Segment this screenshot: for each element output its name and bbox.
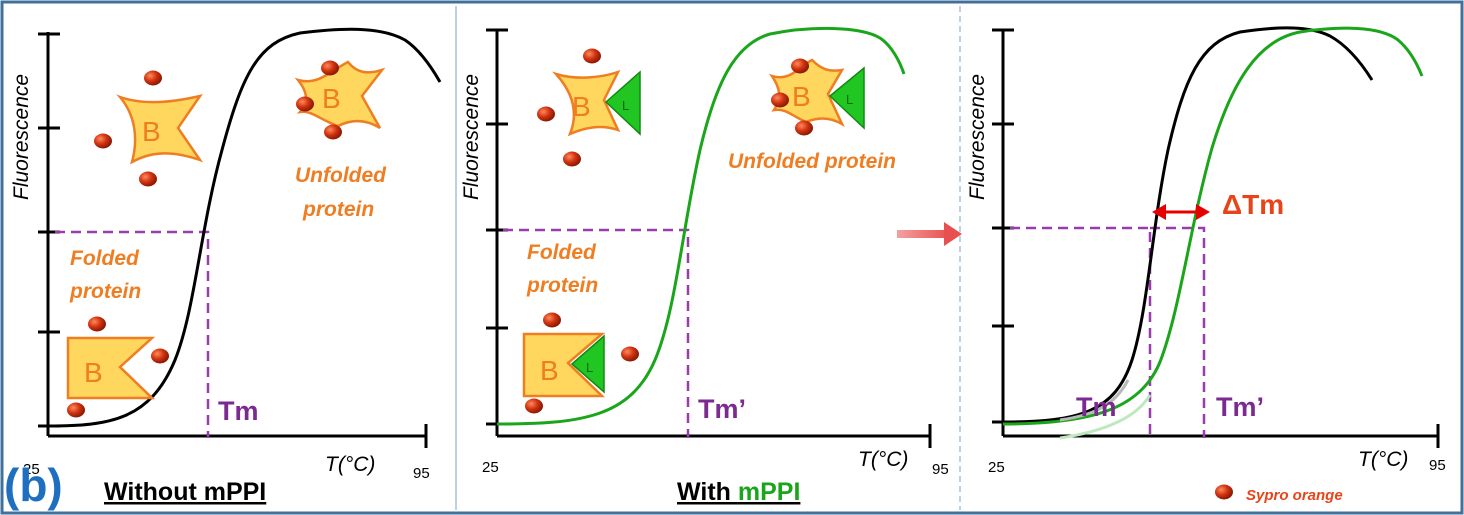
tm-label: Tm [218,396,259,426]
folded-label-line2: protein [526,274,598,297]
x-tick-95: 95 [932,461,949,478]
folded-label-line1: Folded [527,241,597,264]
svg-text:L: L [586,360,593,375]
x-tick-25: 25 [23,461,40,478]
svg-text:B: B [322,83,341,114]
folded-protein-shape: B [66,336,156,400]
delta-tm-label: ΔTm [1222,189,1284,220]
svg-text:B: B [142,116,161,147]
caption-without-mppi: Without mPPI [104,478,266,506]
melt-curve-without [1002,26,1374,424]
svg-text:B: B [540,355,559,386]
y-axis-label: Fluorescence [10,74,33,200]
folded-protein-ligand-shape: B L [522,332,606,398]
x-axis-label: T(°C) [858,448,908,471]
panel-with-mppi: Fluorescence 25 95 T(°C) Tm’ Folded prot… [460,26,949,506]
unfolded-label-line2: protein [302,198,374,221]
unfolded-protein-ligand-shape-1: B L [552,69,641,137]
transition-arrow [897,222,962,246]
x-axis-label: T(°C) [325,453,375,476]
legend-label: Sypro orange [1246,487,1343,504]
figure-label: (b) [4,459,63,511]
unfolded-label: Unfolded protein [728,150,896,173]
svg-text:L: L [622,98,629,113]
folded-label-line2: protein [69,280,141,303]
y-axis-label: Fluorescence [460,74,483,200]
x-tick-25: 25 [988,459,1005,476]
svg-text:B: B [792,81,811,112]
melt-curve [47,27,442,428]
melt-curve-with [1002,26,1424,426]
unfolded-protein-ligand-shape-2: B L [768,58,865,130]
tm-guide [1010,226,1152,438]
unfolded-protein-shape-1: B [116,94,204,165]
unfolded-protein-shape-2: B [294,60,386,130]
tm-guide [55,230,210,438]
y-axis-label: Fluorescence [966,74,989,200]
melt-curve [496,26,906,426]
folded-label-line1: Folded [70,247,140,270]
panel-comparison: Fluorescence 25 95 T(°C) ΔTm Tm Tm’ Sypr… [966,26,1446,504]
tm2-label: Tm’ [1216,392,1264,422]
svg-text:B: B [84,357,103,388]
x-tick-25: 25 [482,459,499,476]
tm-guide [503,228,690,438]
svg-text:L: L [846,92,853,107]
tm2-guide [1150,226,1206,438]
legend: Sypro orange [1215,484,1343,504]
x-axis-label: T(°C) [1358,448,1408,471]
tm-label: Tm [1076,392,1117,422]
panel-without-mppi: Fluorescence 25 95 T(°C) Tm Folded prote… [4,27,442,511]
caption-with-mppi: With mPPI [677,478,800,506]
delta-tm-arrow [1152,204,1210,220]
unfolded-label-line1: Unfolded [295,164,387,187]
svg-text:B: B [572,91,591,122]
x-tick-95: 95 [1429,457,1446,474]
x-tick-95: 95 [413,465,430,482]
tm-label: Tm’ [698,394,746,424]
